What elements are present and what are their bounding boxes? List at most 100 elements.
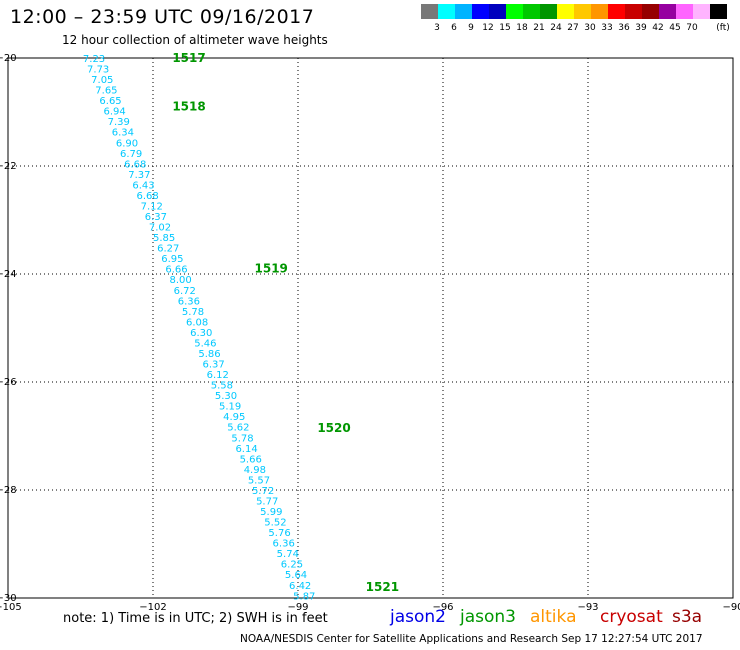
wave-height-label: 8.00: [169, 275, 191, 286]
wave-height-label: 6.12: [207, 370, 229, 381]
wave-height-label: 7.39: [108, 117, 130, 128]
wave-height-label: 4.98: [244, 465, 266, 476]
wave-height-label: 5.74: [277, 549, 299, 560]
legend-label: 24: [550, 23, 562, 33]
wave-height-label: 5.58: [211, 381, 233, 392]
legend-label: 36: [618, 23, 630, 33]
legend-swatch: [693, 4, 710, 19]
wave-height-label: 5.99: [260, 507, 282, 518]
legend-swatch: [455, 4, 472, 19]
pass-time-label: 1517: [172, 51, 205, 65]
satellite-cryosat: cryosat: [600, 607, 663, 627]
wave-height-label: 7.02: [149, 223, 171, 234]
wave-height-label: 6.68: [124, 159, 146, 170]
wave-height-label: 5.66: [240, 454, 262, 465]
legend-swatch: [438, 4, 455, 19]
legend-swatch: [574, 4, 591, 19]
legend-swatch: [557, 4, 574, 19]
satellite-altika: altika: [530, 607, 577, 627]
legend-label: 3: [434, 23, 440, 33]
legend-label: 33: [601, 23, 613, 33]
pass-time-label: 1519: [255, 262, 288, 276]
y-tick-label: −22: [0, 161, 17, 172]
wave-height-label: 7.05: [91, 75, 113, 86]
wave-height-label: 6.72: [174, 286, 196, 297]
wave-height-label: 5.76: [268, 528, 290, 539]
legend-swatch: [472, 4, 489, 19]
wave-height-label: 6.43: [132, 180, 154, 191]
legend-label: 21: [533, 23, 545, 33]
wave-height-label: 6.42: [289, 581, 311, 592]
pass-time-label: 1520: [317, 421, 350, 435]
wave-height-label: 6.95: [161, 254, 183, 265]
wave-height-label: 5.78: [231, 433, 253, 444]
legend-swatch: [591, 4, 608, 19]
wave-height-label: 5.30: [215, 391, 237, 402]
legend-swatch: [489, 4, 506, 19]
legend-swatch: [506, 4, 523, 19]
legend-swatch: [676, 4, 693, 19]
y-tick-label: −20: [0, 53, 17, 64]
legend-label: 15: [499, 23, 511, 33]
legend-label: 45: [669, 23, 681, 33]
wave-height-label: 4.95: [223, 412, 245, 423]
legend-swatch: [523, 4, 540, 19]
footer-credit: NOAA/NESDIS Center for Satellite Applica…: [240, 633, 703, 645]
legend-label: 27: [567, 23, 579, 33]
wave-height-label: 6.37: [145, 212, 167, 223]
legend-swatch: [710, 4, 727, 19]
wave-height-label: 7.73: [87, 65, 109, 76]
wave-height-label: 7.37: [128, 170, 150, 181]
y-tick-label: −26: [0, 377, 17, 388]
wave-height-label: 5.72: [252, 486, 274, 497]
wave-height-label: 6.14: [235, 444, 257, 455]
y-tick-label: −24: [0, 269, 17, 280]
wave-height-label: 6.68: [137, 191, 159, 202]
legend-unit: (ft): [716, 23, 730, 33]
legend-label: 9: [468, 23, 474, 33]
wave-height-label: 6.37: [202, 360, 224, 371]
wave-height-label: 6.30: [190, 328, 212, 339]
wave-height-label: 5.85: [153, 233, 175, 244]
map-title: 12:00 – 23:59 UTC 09/16/2017: [10, 6, 315, 28]
wave-height-label: 6.90: [116, 138, 138, 149]
legend-swatch: [625, 4, 642, 19]
satellite-s3a: s3a: [672, 607, 703, 627]
y-tick-label: −28: [0, 485, 17, 496]
wave-height-label: 6.27: [157, 244, 179, 255]
map-subtitle: 12 hour collection of altimeter wave hei…: [62, 33, 328, 47]
wave-height-label: 6.36: [273, 539, 295, 550]
wave-height-label: 5.46: [194, 338, 216, 349]
wave-height-label: 5.87: [293, 591, 315, 602]
pass-time-label: 1518: [172, 100, 205, 114]
map-frame: [7, 57, 734, 599]
legend-label: 30: [584, 23, 596, 33]
wave-height-label: 5.52: [264, 518, 286, 529]
footer-note: note: 1) Time is in UTC; 2) SWH is in fe…: [63, 611, 328, 626]
wave-height-label: 6.25: [281, 560, 303, 571]
wave-height-label: 6.08: [186, 317, 208, 328]
legend-swatch: [659, 4, 676, 19]
legend-swatch: [608, 4, 625, 19]
legend-label: 70: [686, 23, 698, 33]
legend-swatch: [540, 4, 557, 19]
wave-height-label: 5.64: [285, 570, 307, 581]
x-tick-label: −105: [0, 602, 22, 613]
wave-height-label: 5.19: [219, 402, 241, 413]
wave-height-label: 6.94: [104, 107, 126, 118]
legend-swatch: [421, 4, 438, 19]
wave-height-label: 5.78: [182, 307, 204, 318]
legend-label: 42: [652, 23, 664, 33]
wave-height-label: 6.36: [178, 296, 200, 307]
pass-time-label: 1521: [366, 580, 399, 594]
satellite-jason2: jason2: [390, 607, 446, 627]
legend-label: 39: [635, 23, 647, 33]
y-tick-label: −30: [0, 593, 17, 604]
wave-height-label: 6.65: [99, 96, 121, 107]
wave-height-label: 6.79: [120, 149, 142, 160]
wave-height-label: 6.66: [165, 265, 187, 276]
legend-label: 18: [516, 23, 528, 33]
wave-height-label: 7.23: [83, 54, 105, 65]
